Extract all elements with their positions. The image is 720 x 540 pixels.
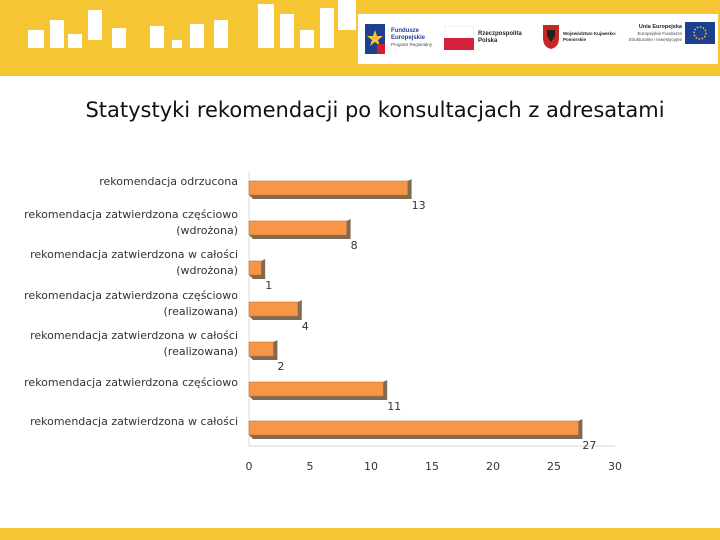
bar: [248, 220, 347, 236]
category-label: (wdrożona): [176, 264, 238, 277]
bar: [248, 180, 408, 196]
ue-subtitle: Europejskie Fundusze Strukturalne i Inwe…: [628, 30, 682, 42]
chart-title: Statystyki rekomendacji po konsultacjach…: [85, 98, 665, 122]
data-label: 2: [277, 360, 284, 373]
fundusze-europejskie-logo: Fundusze Europejskie Program Regionalny: [364, 20, 449, 56]
woj-title: Województwo Kujawsko-Pomorskie: [563, 31, 617, 42]
x-tick-label: 20: [486, 460, 500, 473]
bar: [248, 341, 274, 357]
category-label: (realizowana): [164, 305, 238, 318]
polish-flag-icon: [444, 26, 474, 50]
category-label: rekomendacja zatwierdzona w całości: [30, 329, 238, 342]
data-label: 8: [351, 239, 358, 252]
category-label: (realizowana): [164, 345, 238, 358]
x-tick-label: 15: [425, 460, 439, 473]
fe-title: Fundusze Europejskie: [391, 28, 426, 41]
x-tick-label: 25: [547, 460, 561, 473]
category-label: rekomendacja zatwierdzona częściowo: [24, 376, 238, 389]
decorative-squares: [28, 0, 356, 48]
coat-of-arms-icon: [543, 25, 559, 49]
category-label: rekomendacja zatwierdzona częściowo: [24, 289, 238, 302]
x-tick-label: 10: [364, 460, 378, 473]
category-label: rekomendacja zatwierdzona częściowo: [24, 208, 238, 221]
bar: [248, 260, 262, 276]
fe-subtitle: Program Regionalny: [391, 42, 433, 47]
eu-flag-icon: [685, 22, 715, 44]
category-label: rekomendacja zatwierdzona w całości: [30, 248, 238, 261]
data-label: 4: [302, 320, 309, 333]
bar: [248, 301, 299, 317]
x-tick-label: 30: [608, 460, 622, 473]
ue-title: Unia Europejska: [638, 23, 682, 30]
category-label: (wdrożona): [176, 224, 238, 237]
category-label: rekomendacja zatwierdzona w całości: [30, 415, 238, 428]
logo-strip: Fundusze Europejskie Program Regionalny …: [358, 14, 718, 64]
data-label: 27: [582, 439, 596, 452]
rp-title: Rzeczpospolita Polska: [478, 31, 522, 44]
footer-bar: [0, 528, 720, 540]
bar: [248, 381, 384, 397]
x-tick-label: 0: [246, 460, 253, 473]
fe-star-icon: [365, 24, 385, 54]
bar: [248, 420, 579, 436]
data-label: 1: [265, 279, 272, 292]
header-banner: Fundusze Europejskie Program Regionalny …: [0, 0, 720, 76]
category-label: rekomendacja odrzucona: [99, 175, 238, 188]
x-tick-label: 5: [307, 460, 314, 473]
data-label: 13: [412, 199, 426, 212]
data-label: 11: [387, 400, 401, 413]
wojewodztwo-logo: Województwo Kujawsko-Pomorskie: [542, 24, 623, 50]
rzeczpospolita-polska-logo: Rzeczpospolita Polska: [444, 26, 532, 50]
unia-europejska-logo: Unia Europejska Europejskie Fundusze Str…: [620, 22, 715, 44]
